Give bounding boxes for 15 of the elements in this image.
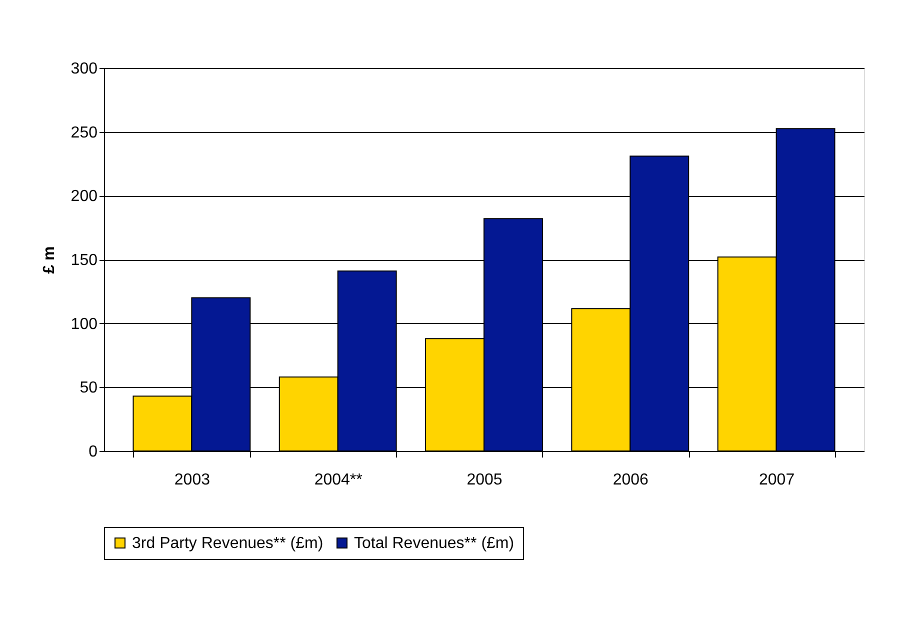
x-tick-label: 2003 — [174, 472, 210, 488]
x-tick-label: 2004** — [314, 472, 362, 488]
y-tick-label: 200 — [70, 188, 98, 206]
x-tick-label: 2005 — [466, 472, 502, 488]
y-tick-label: 50 — [80, 380, 98, 397]
legend-label: 3rd Party Revenues** (£m) — [132, 535, 324, 552]
y-axis-title: £ m — [40, 246, 58, 274]
x-tick-label: 2007 — [759, 472, 795, 488]
y-tick-label: 150 — [70, 252, 98, 269]
y-tick-label: 100 — [70, 316, 98, 333]
x-tick-label: 2006 — [612, 472, 649, 488]
y-tick-label: 300 — [70, 60, 98, 78]
legend-label: Total Revenues** (£m) — [354, 535, 514, 552]
y-tick-label: 250 — [70, 124, 98, 142]
y-tick-label: 0 — [88, 444, 98, 460]
